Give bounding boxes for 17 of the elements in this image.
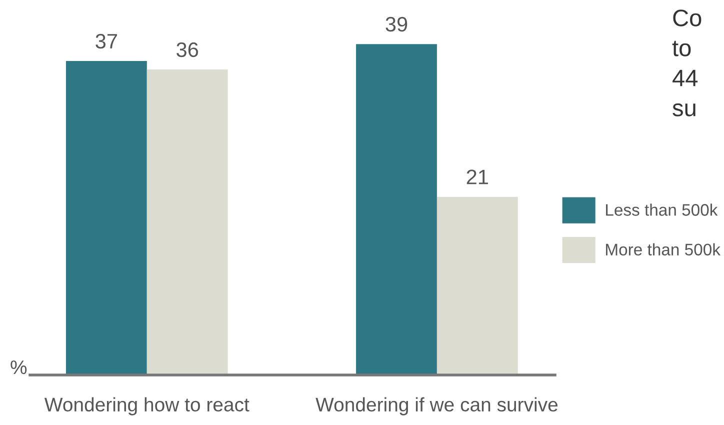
legend-label: Less than 500k bbox=[606, 204, 718, 216]
data-label: 39 bbox=[386, 16, 408, 32]
y-axis-title: % bbox=[10, 360, 27, 374]
legend-label: More than 500k bbox=[606, 243, 720, 256]
bar bbox=[146, 70, 228, 375]
text: 44 bbox=[672, 70, 698, 86]
data-label: 21 bbox=[466, 170, 488, 184]
bar bbox=[66, 61, 147, 375]
data-label: 36 bbox=[176, 42, 198, 58]
x-tick-label: Wondering if we can survive bbox=[316, 397, 558, 416]
text: su bbox=[672, 103, 696, 116]
x-tick-label: Wondering how to react bbox=[44, 397, 250, 416]
text: to bbox=[672, 40, 691, 56]
bar bbox=[356, 44, 437, 375]
bar bbox=[436, 196, 518, 375]
data-label: 37 bbox=[96, 34, 117, 49]
text: Co bbox=[673, 10, 702, 26]
